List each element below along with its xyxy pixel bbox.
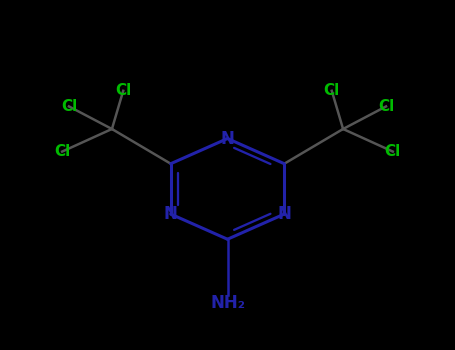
Text: Cl: Cl — [61, 99, 77, 114]
Text: Cl: Cl — [54, 144, 71, 159]
Text: Cl: Cl — [384, 144, 401, 159]
Text: N: N — [221, 130, 234, 148]
Text: Cl: Cl — [115, 83, 131, 98]
Text: Cl: Cl — [378, 99, 394, 114]
Text: Cl: Cl — [324, 83, 340, 98]
Text: NH₂: NH₂ — [210, 294, 245, 313]
Text: N: N — [164, 205, 177, 223]
Text: N: N — [278, 205, 291, 223]
